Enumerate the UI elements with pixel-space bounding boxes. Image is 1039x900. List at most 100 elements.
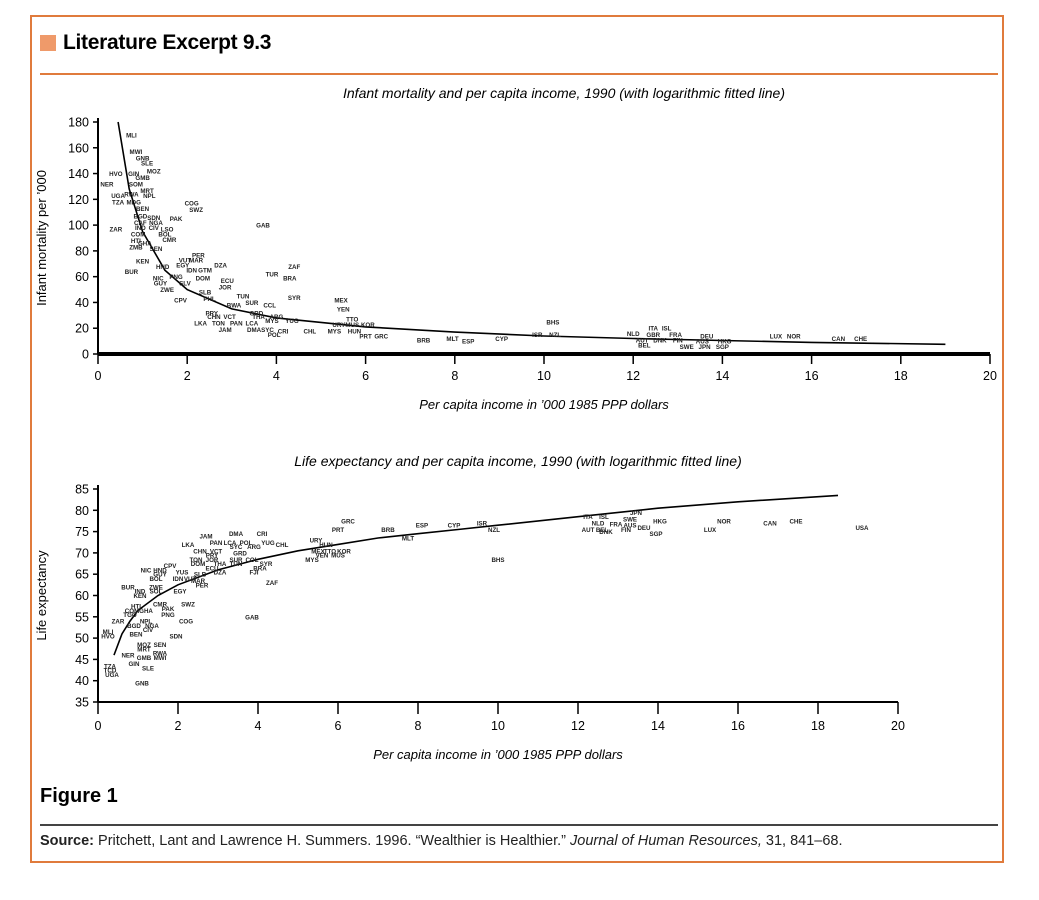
data-point-label: GNB bbox=[136, 156, 150, 163]
data-point-label: ISR bbox=[532, 332, 543, 339]
data-point-label: DMA bbox=[247, 327, 262, 334]
data-point-label: DOM bbox=[191, 561, 205, 568]
data-point-label: SYR bbox=[260, 561, 273, 568]
data-point-label: GRD bbox=[249, 310, 263, 317]
data-point-label: PRT bbox=[332, 527, 345, 534]
data-point-label: SLB bbox=[199, 290, 212, 297]
data-point-label: GAB bbox=[245, 614, 259, 621]
data-point-label: MRT bbox=[137, 646, 151, 653]
data-point-label: SWZ bbox=[181, 602, 195, 609]
data-point-label: AUS bbox=[696, 339, 709, 346]
data-point-label: TTO bbox=[346, 317, 358, 324]
data-point-label: LKA bbox=[194, 321, 207, 328]
data-point-label: SUR bbox=[229, 557, 243, 564]
data-point-label: ESP bbox=[462, 339, 474, 346]
data-point-label: JAM bbox=[199, 533, 212, 540]
data-point-label: URY bbox=[310, 538, 324, 545]
data-point-label: HKG bbox=[718, 339, 732, 346]
data-point-label: MEX bbox=[334, 297, 348, 304]
data-point-label: MOZ bbox=[137, 642, 151, 649]
data-point-label: GBR bbox=[646, 332, 660, 339]
data-point-label: YUG bbox=[285, 318, 299, 325]
data-point-label: SWE bbox=[623, 516, 637, 523]
data-point-label: GUY bbox=[154, 281, 168, 288]
excerpt-title: Literature Excerpt 9.3 bbox=[63, 31, 272, 54]
data-point-label: PRY bbox=[206, 553, 219, 560]
data-point-label: PAK bbox=[162, 606, 175, 613]
data-point-label: PAN bbox=[230, 321, 243, 328]
data-point-label: KEN bbox=[136, 259, 150, 266]
data-point-label: BHS bbox=[491, 557, 504, 564]
data-point-label: CPV bbox=[174, 297, 188, 304]
data-point-label: MAR bbox=[189, 257, 204, 264]
data-point-label: BEL bbox=[596, 527, 609, 534]
data-point-label: CAN bbox=[832, 336, 846, 343]
fitted-line bbox=[117, 121, 946, 346]
data-point-label: HVO bbox=[109, 171, 123, 178]
data-point-label: SUR bbox=[245, 300, 259, 307]
y-tick-label: 50 bbox=[75, 632, 89, 646]
data-point-label: POL bbox=[240, 540, 253, 547]
data-point-label: ECU bbox=[205, 565, 219, 572]
data-point-label: NLD bbox=[592, 521, 605, 528]
source-label: Source: bbox=[40, 833, 94, 849]
data-point-label: CMR bbox=[153, 602, 168, 609]
data-point-label: ARG bbox=[247, 544, 261, 551]
data-point-label: SLV bbox=[179, 281, 191, 288]
data-point-label: URY bbox=[332, 322, 346, 329]
y-tick-label: 20 bbox=[75, 322, 89, 336]
excerpt-frame: Literature Excerpt 9.3 Infant mortality … bbox=[30, 15, 1004, 863]
data-point-label: TUR bbox=[266, 272, 279, 279]
data-point-label: CHL bbox=[276, 542, 289, 549]
data-point-label: CYP bbox=[495, 336, 508, 343]
y-tick-label: 70 bbox=[75, 546, 89, 560]
footer-rule bbox=[40, 824, 998, 826]
data-point-label: KOR bbox=[337, 548, 351, 555]
data-point-label: UGA bbox=[105, 672, 119, 679]
data-point-label: MYS bbox=[305, 557, 318, 564]
data-point-label: EGY bbox=[173, 589, 187, 596]
data-point-label: CPV bbox=[164, 563, 178, 570]
data-point-label: CAF bbox=[134, 220, 147, 227]
data-point-label: THA bbox=[252, 314, 265, 321]
data-point-label: ESP bbox=[416, 523, 428, 530]
y-tick-label: 60 bbox=[75, 270, 89, 284]
data-point-label: IND bbox=[135, 225, 146, 232]
data-point-label: TUN bbox=[237, 294, 250, 301]
x-tick-label: 6 bbox=[362, 369, 369, 383]
data-point-label: DEU bbox=[637, 525, 651, 532]
data-point-label: SLE bbox=[141, 161, 153, 168]
data-point-label: AUS bbox=[623, 523, 636, 530]
data-point-label: BHS bbox=[546, 319, 559, 326]
data-point-label: BUR bbox=[121, 584, 135, 591]
data-point-label: COM bbox=[125, 608, 139, 615]
data-point-label: PNG bbox=[169, 274, 183, 281]
data-point-label: NIC bbox=[141, 567, 152, 574]
data-point-label: COM bbox=[131, 232, 145, 239]
data-point-label: JOR bbox=[206, 557, 219, 564]
data-point-label: SGP bbox=[649, 531, 662, 538]
y-tick-label: 80 bbox=[75, 244, 89, 258]
data-point-label: MLI bbox=[126, 132, 137, 139]
data-point-label: CRI bbox=[257, 531, 268, 538]
data-point-label: GIN bbox=[128, 171, 140, 178]
data-point-label: BRB bbox=[381, 527, 395, 534]
data-point-label: MUS bbox=[331, 553, 345, 560]
data-point-label: GHA bbox=[139, 608, 153, 615]
data-point-label: SWZ bbox=[189, 207, 203, 214]
data-point-label: SDN bbox=[169, 633, 183, 640]
y-tick-label: 40 bbox=[75, 296, 89, 310]
data-point-label: CRI bbox=[278, 328, 289, 335]
data-point-label: BEN bbox=[129, 631, 143, 638]
data-point-label: BRA bbox=[253, 565, 267, 572]
data-point-label: CIV bbox=[143, 627, 154, 634]
data-point-label: COL bbox=[245, 557, 258, 564]
data-point-label: LSO bbox=[161, 226, 174, 233]
y-tick-label: 45 bbox=[75, 653, 89, 667]
data-point-label: NOR bbox=[787, 333, 801, 340]
data-point-label: GMB bbox=[135, 175, 150, 182]
data-point-label: GRC bbox=[374, 333, 388, 340]
y-tick-label: 35 bbox=[75, 696, 89, 710]
data-point-label: YEN bbox=[337, 306, 350, 313]
data-point-label: KEN bbox=[133, 593, 147, 600]
